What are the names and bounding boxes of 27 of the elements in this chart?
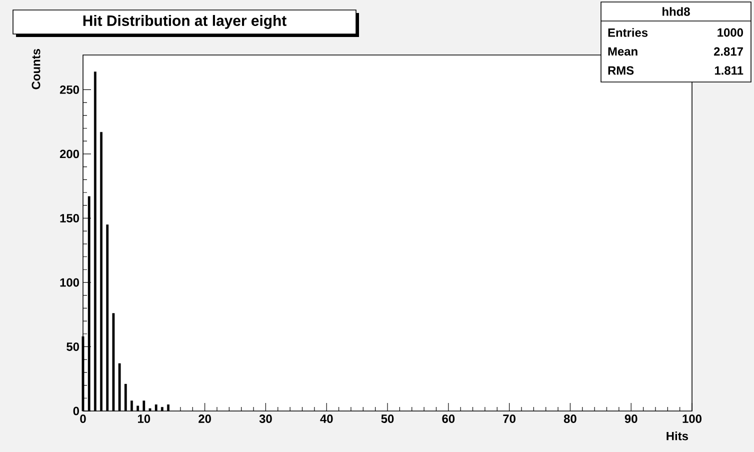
- y-tick-label: 150: [60, 214, 79, 222]
- text: 2.817: [714, 47, 743, 56]
- x-tick-label: 80: [564, 414, 576, 423]
- annotation: Mean: [608, 47, 638, 56]
- x-tick-label: 0: [80, 414, 86, 423]
- x-tick-label: 60: [442, 414, 455, 423]
- text: 1.811: [714, 66, 744, 75]
- x-tick-label: 90: [624, 414, 638, 423]
- x-tick-label: 20: [198, 414, 211, 423]
- text: hhd8: [662, 7, 690, 16]
- x-axis-title: Hits: [666, 432, 688, 440]
- y-tick-label: 0: [73, 406, 79, 416]
- text: Entries: [608, 28, 648, 37]
- x-tick-label: 10: [138, 414, 150, 423]
- y-tick-label: 200: [60, 150, 79, 158]
- text: 1000: [718, 28, 743, 37]
- chart-title: Hit Distribution at layer eight: [83, 14, 286, 29]
- x-tick-label: 40: [320, 414, 333, 423]
- x-tick-label: 100: [682, 414, 702, 423]
- y-tick-label: 50: [66, 342, 79, 351]
- y-tick-label: 100: [60, 278, 79, 287]
- x-tick-label: 30: [259, 414, 272, 423]
- y-tick-label: 250: [60, 85, 79, 94]
- x-tick-label: 50: [381, 414, 394, 423]
- y-axis-title: Counts: [32, 49, 40, 90]
- annotation: RMS: [608, 66, 634, 75]
- x-tick-label: 70: [503, 414, 516, 423]
